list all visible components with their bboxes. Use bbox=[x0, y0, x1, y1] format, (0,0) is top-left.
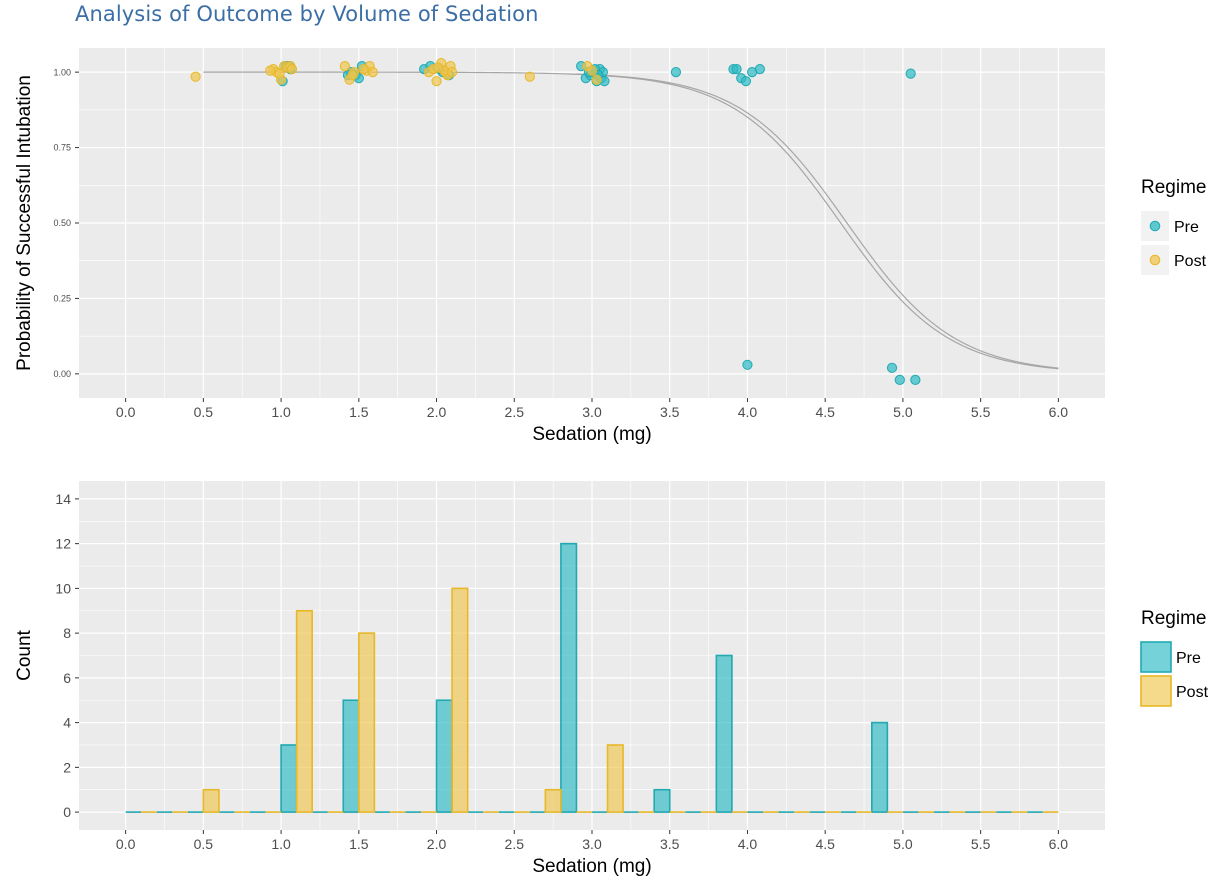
fitted-curve-post bbox=[576, 73, 1059, 369]
x-axis-title: Sedation (mg) bbox=[532, 856, 651, 877]
y-tick-label: 8 bbox=[63, 625, 71, 641]
data-point-pre bbox=[905, 68, 916, 79]
x-tick-label: 5.5 bbox=[971, 836, 991, 852]
y-tick-label: 0.50 bbox=[53, 218, 71, 228]
data-point-post bbox=[339, 61, 350, 72]
scatter-legend: Regime Pre Post bbox=[1141, 177, 1207, 275]
data-point-post bbox=[265, 65, 276, 76]
data-point-post bbox=[367, 67, 378, 78]
data-point-post bbox=[591, 74, 602, 85]
data-point-post bbox=[274, 68, 285, 79]
legend-title: Regime bbox=[1141, 177, 1206, 198]
bar-post bbox=[606, 744, 624, 813]
x-tick-label: 4.5 bbox=[815, 404, 835, 420]
x-tick-label: 2.0 bbox=[427, 404, 447, 420]
y-tick-label: 6 bbox=[63, 670, 71, 686]
legend-label-post: Post bbox=[1176, 684, 1209, 701]
bar-pre bbox=[715, 654, 733, 813]
x-axis-title: Sedation (mg) bbox=[532, 424, 651, 445]
bar-post bbox=[451, 587, 469, 813]
x-tick-label: 6.0 bbox=[1049, 404, 1069, 420]
y-tick-label: 2 bbox=[63, 759, 71, 775]
bar-pre bbox=[342, 699, 360, 813]
probability-scatter-chart: 0.0 0.5 1.0 1.5 2.0 2.5 3.0 3.5 4.0 4.5 5.0 5.5 6.0 0… bbox=[14, 48, 1207, 445]
bar-pre bbox=[871, 721, 889, 813]
bar-post bbox=[358, 632, 376, 813]
y-tick-label: 14 bbox=[55, 491, 71, 507]
bar-pre bbox=[280, 744, 298, 813]
x-tick-label: 6.0 bbox=[1049, 836, 1069, 852]
y-tick-label: 4 bbox=[63, 715, 71, 731]
data-point-pre bbox=[731, 64, 742, 75]
legend-key-pre bbox=[1140, 641, 1172, 673]
data-point-post bbox=[446, 67, 458, 78]
x-tick-label: 5.0 bbox=[893, 836, 913, 852]
data-point-post bbox=[286, 64, 298, 75]
bar-pre bbox=[653, 788, 671, 813]
x-tick-label: 2.0 bbox=[427, 836, 447, 852]
data-point-post bbox=[190, 71, 201, 82]
x-tick-label: 0.5 bbox=[194, 836, 214, 852]
legend-label-pre: Pre bbox=[1174, 219, 1199, 236]
y-axis-title: Count bbox=[14, 629, 35, 680]
bar-pre bbox=[560, 542, 578, 813]
y-tick-label: 1.00 bbox=[53, 67, 71, 77]
x-tick-label: 4.5 bbox=[815, 836, 835, 852]
x-tick-label: 1.0 bbox=[271, 404, 291, 420]
data-point-pre bbox=[742, 359, 753, 370]
legend-label-pre: Pre bbox=[1176, 650, 1201, 667]
data-point-pre bbox=[670, 67, 682, 78]
data-point-pre bbox=[894, 374, 905, 385]
bar-post bbox=[295, 609, 313, 813]
x-tick-label: 0.0 bbox=[116, 836, 136, 852]
y-tick-label: 12 bbox=[55, 536, 71, 552]
legend-label-post: Post bbox=[1174, 253, 1207, 270]
x-tick-label: 2.5 bbox=[505, 836, 525, 852]
page-title: Analysis of Outcome by Volume of Sedatio… bbox=[75, 2, 539, 26]
y-tick-label: 0.75 bbox=[53, 143, 71, 153]
data-point-post bbox=[358, 64, 369, 75]
x-tick-label: 1.0 bbox=[271, 836, 291, 852]
data-point-post bbox=[524, 71, 535, 82]
x-tick-label: 1.5 bbox=[349, 836, 369, 852]
x-tick-label: 4.0 bbox=[738, 836, 758, 852]
data-point-pre bbox=[910, 374, 921, 385]
x-tick-label: 4.0 bbox=[738, 404, 758, 420]
data-point-post bbox=[347, 70, 358, 81]
y-tick-label: 10 bbox=[55, 580, 71, 596]
bar-pre bbox=[435, 699, 453, 813]
legend-key-post bbox=[1140, 675, 1172, 707]
y-tick-label: 0.00 bbox=[53, 369, 71, 379]
data-point-post bbox=[586, 65, 598, 76]
data-point-pre bbox=[754, 64, 765, 75]
bar-post bbox=[202, 788, 220, 813]
count-histogram-chart: 0.0 0.5 1.0 1.5 2.0 2.5 3.0 3.5 4.0 4.5 5.0 5.5 6.0 0… bbox=[14, 481, 1209, 877]
x-tick-label: 5.5 bbox=[971, 404, 991, 420]
data-point-pre bbox=[740, 76, 752, 87]
x-tick-label: 5.0 bbox=[893, 404, 913, 420]
data-point-pre bbox=[886, 362, 898, 373]
x-tick-label: 3.0 bbox=[582, 404, 602, 420]
legend-title: Regime bbox=[1141, 608, 1206, 629]
x-tick-label: 1.5 bbox=[349, 404, 369, 420]
legend-key-post bbox=[1149, 254, 1161, 266]
y-axis-title: Probability of Successful Intubation bbox=[14, 75, 35, 371]
x-tick-label: 3.5 bbox=[660, 836, 680, 852]
x-tick-label: 3.5 bbox=[660, 404, 680, 420]
histogram-legend: Regime Pre Post bbox=[1140, 608, 1209, 707]
y-tick-label: 0.25 bbox=[53, 294, 71, 304]
x-tick-label: 2.5 bbox=[505, 404, 525, 420]
data-point-post bbox=[433, 62, 444, 73]
bar-post bbox=[544, 788, 562, 813]
data-point-post bbox=[431, 76, 442, 87]
x-tick-label: 3.0 bbox=[582, 836, 602, 852]
legend-key-pre bbox=[1149, 220, 1161, 232]
x-tick-label: 0.5 bbox=[194, 404, 214, 420]
y-tick-label: 0 bbox=[63, 804, 71, 820]
x-tick-label: 0.0 bbox=[116, 404, 136, 420]
